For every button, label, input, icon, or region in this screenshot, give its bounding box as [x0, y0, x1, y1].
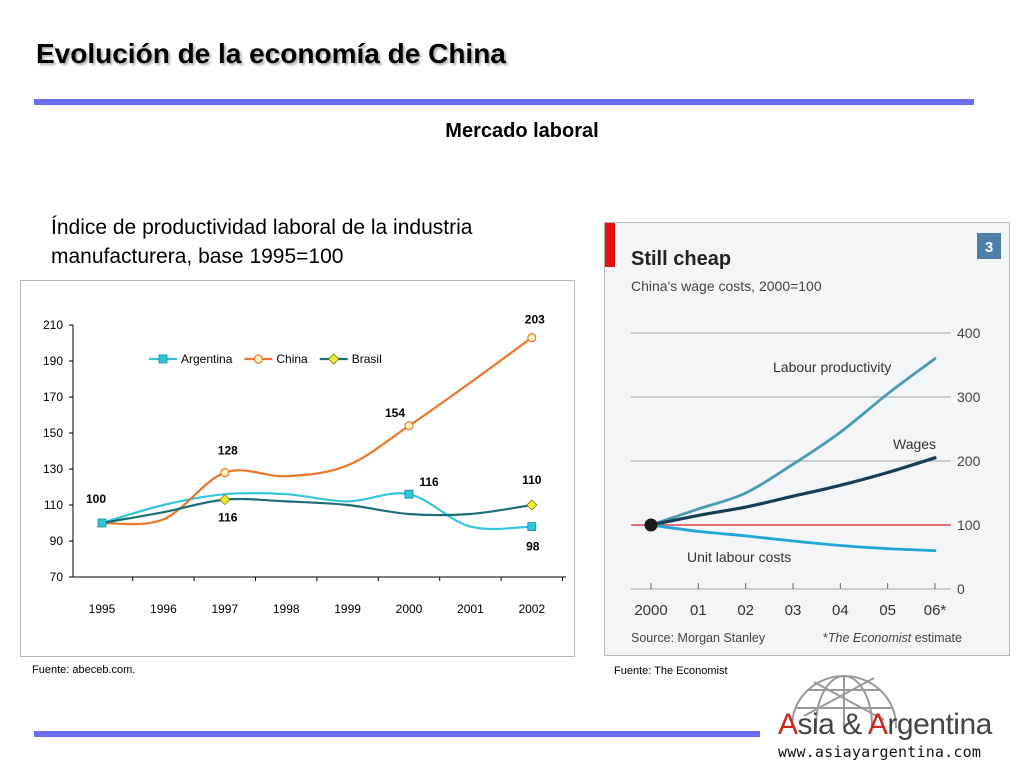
x-tick-label: 1995: [89, 602, 116, 616]
y-tick-label: 70: [50, 570, 64, 584]
x-tick-label: 01: [690, 602, 707, 619]
data-point-china: [404, 421, 414, 431]
y-tick-label: 110: [44, 498, 63, 512]
title-divider: [34, 99, 974, 105]
right-source: Fuente: The Economist: [614, 665, 728, 677]
legend-label-argentina: Argentina: [181, 352, 233, 366]
y-tick-label: 210: [43, 318, 63, 332]
data-label: 116: [218, 511, 238, 525]
x-tick-label: 1998: [273, 602, 300, 616]
series-line-brasil: [101, 497, 532, 525]
legend-label-china: China: [276, 352, 308, 366]
data-label: 128: [218, 444, 238, 458]
chart-title: Still cheap: [631, 248, 731, 270]
y-tick-label: 200: [957, 453, 981, 469]
legend-label-brasil: Brasil: [352, 352, 382, 366]
chart-note: *The Economist estimate: [823, 631, 962, 645]
productivity-chart-panel: 70 90 110 130 150 170 190 210 1995 1996 1997 1998 19…: [20, 280, 575, 657]
origin-point: [644, 518, 658, 532]
red-tab-marker: [605, 223, 615, 267]
x-tick-label: 04: [832, 602, 849, 619]
left-chart-caption: Índice de productividad laboral de la in…: [51, 216, 473, 268]
x-tick-label: 03: [785, 602, 802, 619]
series-line-argentina: [101, 491, 532, 531]
slide-title: Evolución de la economía de China: [36, 38, 506, 69]
series-line-unit-labour-costs: [649, 523, 937, 552]
series-line-china: [101, 336, 533, 526]
data-point-china: [253, 354, 263, 364]
series-line-labour-productivity: [649, 357, 937, 527]
series-label-unit-labour-costs: Unit labour costs: [687, 549, 791, 565]
data-point-argentina: [97, 518, 107, 528]
x-tick-label: 2001: [457, 602, 484, 616]
x-tick-label: 1996: [150, 602, 177, 616]
y-tick-label: 100: [957, 517, 981, 533]
x-tick-label: 1997: [211, 602, 238, 616]
series-line-wages: [649, 456, 937, 527]
y-tick-label: 190: [43, 354, 63, 368]
x-tick-label: 02: [737, 602, 754, 619]
x-tick-label: 05: [879, 602, 896, 619]
wage-costs-chart-panel: 3 Still cheap China's wage costs, 2000=100…: [604, 222, 1010, 656]
globe-icon: [791, 675, 897, 728]
data-label: 203: [525, 313, 545, 327]
data-label: 110: [522, 473, 542, 487]
x-tick-label: 1999: [334, 602, 361, 616]
data-label: 154: [385, 406, 405, 420]
data-point-china: [220, 468, 230, 478]
chart-subtitle: China's wage costs, 2000=100: [631, 278, 822, 294]
left-source: Fuente: abeceb.com.: [32, 664, 136, 676]
series-label-wages: Wages: [893, 436, 936, 452]
data-point-brasil: [219, 494, 231, 506]
y-tick-label: 150: [43, 426, 63, 440]
footer-divider: [34, 731, 760, 737]
y-tick-label: 0: [957, 581, 965, 597]
x-tick-label: 2002: [518, 602, 545, 616]
slide-subtitle: Mercado laboral: [445, 120, 599, 142]
data-label: 116: [419, 475, 439, 489]
series-label-labour-productivity: Labour productivity: [773, 359, 891, 375]
wage-costs-chart: 3 Still cheap China's wage costs, 2000=100…: [605, 223, 1001, 645]
data-point-argentina: [527, 522, 537, 532]
chart-number: 3: [985, 239, 993, 256]
asia-argentina-logo: Asia & Argentina www.asiayargentina.com: [770, 668, 1010, 764]
y-tick-label: 130: [43, 462, 63, 476]
data-point-argentina: [404, 489, 414, 499]
x-tick-label: 06*: [924, 602, 947, 619]
data-point-argentina: [158, 354, 168, 364]
x-tick-label: 2000: [634, 602, 667, 619]
y-tick-label: 170: [43, 390, 63, 404]
data-point-brasil: [526, 499, 538, 511]
chart-source: Source: Morgan Stanley: [631, 631, 766, 645]
y-tick-label: 90: [50, 534, 64, 548]
logo-wordmark: Asia & Argentina: [778, 708, 992, 741]
productivity-chart: 70 90 110 130 150 170 190 210 1995 1996 1997 1998 19…: [43, 313, 566, 616]
x-tick-label: 2000: [396, 602, 423, 616]
data-label: 98: [526, 540, 540, 554]
data-point-brasil: [328, 353, 340, 365]
data-label: 100: [86, 492, 106, 506]
y-tick-label: 400: [957, 325, 981, 341]
logo-url: www.asiayargentina.com: [778, 743, 982, 761]
y-tick-label: 300: [957, 389, 981, 405]
data-point-china: [527, 332, 537, 343]
chart-number-badge: [977, 233, 1001, 259]
